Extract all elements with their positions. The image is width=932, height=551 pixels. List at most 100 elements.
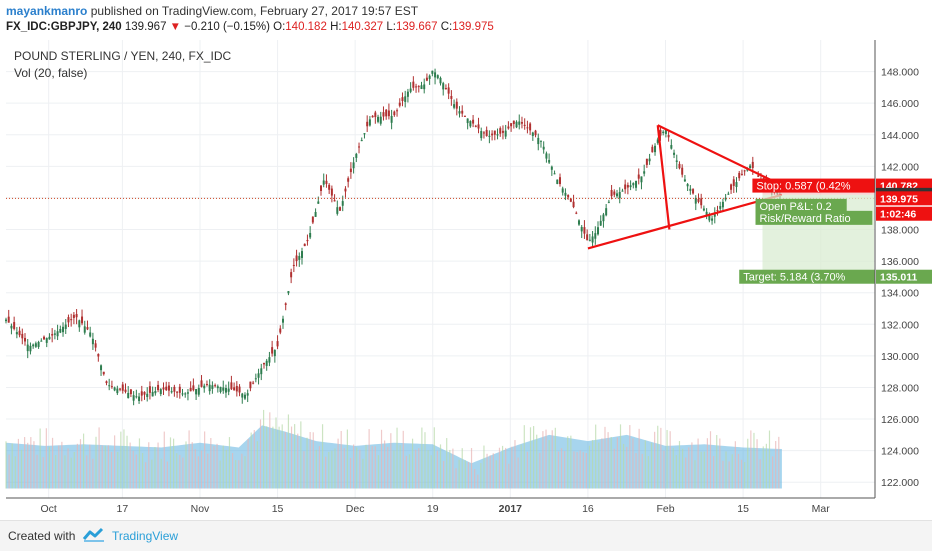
candle-body [469,121,472,127]
candle-body [205,383,208,385]
x-tick-label: Oct [41,503,57,515]
candle-body [738,172,741,179]
candle-body [597,227,600,235]
candle-body [689,188,692,191]
legend-volume[interactable]: Vol (20, false) [14,66,87,80]
candle-body [249,381,252,389]
price-tag: 139.975 [880,193,918,205]
candle-body [352,162,355,169]
candle-body [654,145,657,153]
candle-body [94,343,97,348]
candle-body [40,340,43,342]
price-change: −0.210 (−0.15%) [184,21,270,33]
candle-body [740,173,743,175]
x-tick-label: 19 [427,503,439,515]
candle-body [290,272,293,278]
candle-body [230,382,233,390]
candle-body [154,391,157,394]
x-tick-label: Dec [346,503,365,515]
candle-body [632,183,635,186]
candle-body [594,233,597,239]
candle-body [458,111,461,114]
candle-body [243,394,246,399]
candle-body [485,129,488,136]
candle-body [322,180,325,185]
candle-body [577,220,580,225]
y-tick-label: 136.000 [881,256,919,268]
candle-body [43,336,46,340]
y-tick-label: 128.000 [881,382,919,394]
candle-body [749,165,752,169]
candle-body [453,104,456,108]
candle-body [420,85,423,90]
close-label: C: [440,21,453,33]
tradingview-brand-link[interactable]: TradingView [112,529,179,543]
candle-body [273,349,276,357]
triangle-height-line[interactable] [656,125,671,230]
candle-body [129,389,132,395]
candle-body [252,382,255,384]
candle-body [417,86,420,88]
symbol-label[interactable]: FX_IDC:GBPJPY, 240 [6,21,122,33]
candle-body [279,328,282,333]
price-chart[interactable]: Stop: 0.587 (0.42% Open P&L: 0.2Risk/Rewa… [0,40,932,520]
x-tick-label: 16 [582,503,594,515]
candle-body [143,391,146,395]
candle-body [545,153,548,159]
candle-body [504,130,507,137]
candle-body [406,91,409,97]
candle-body [730,184,733,190]
candle-body [227,388,230,392]
candle-body [78,320,81,328]
candle-body [735,182,738,187]
price-tag: 1:02:46 [880,209,916,221]
candle-body [157,384,160,391]
candle-body [70,319,73,321]
chart-area[interactable]: Stop: 0.587 (0.42% Open P&L: 0.2 Risk/Rewa… [0,40,932,520]
legend-title: POUND STERLING / YEN, 240, FX_IDC [14,49,232,63]
open-pl-label-bg [755,198,847,213]
candle-body [466,118,469,124]
candle-body [344,188,347,192]
candle-body [336,207,339,214]
candle-body [211,385,214,389]
candle-body [5,319,7,322]
candle-body [567,195,570,198]
candle-body [580,226,583,232]
candle-body [482,132,485,134]
candle-body [610,189,613,197]
candle-body [148,386,151,393]
candle-body [447,87,450,94]
candle-body [284,303,287,305]
x-tick-label: 2017 [499,503,523,515]
candle-body [415,86,418,88]
x-tick-label: 15 [737,503,749,515]
candle-body [621,190,624,192]
candle-body [281,318,284,323]
candle-body [292,264,295,266]
candle-body [618,192,621,199]
candle-body [51,334,54,336]
candle-body [526,127,529,129]
candle-body [219,386,222,392]
candle-body [325,180,328,184]
candle-body [602,214,605,222]
triangle-bottom-line[interactable] [587,193,783,250]
author-link[interactable]: mayankmanro [6,4,88,18]
candle-body [233,387,236,391]
triangle-top-line[interactable] [657,124,783,187]
candle-body [531,132,534,136]
down-arrow-icon: ▼ [169,21,182,33]
candle-body [428,75,431,79]
candle-body [26,344,29,352]
candle-body [635,180,638,188]
candle-body [713,214,716,217]
candle-body [83,326,86,333]
candle-body [271,347,274,354]
candle-body [493,130,496,135]
candle-body [138,396,141,401]
candle-body [694,198,697,204]
candle-body [548,160,551,163]
candle-body [146,393,149,397]
candle-body [629,185,632,188]
